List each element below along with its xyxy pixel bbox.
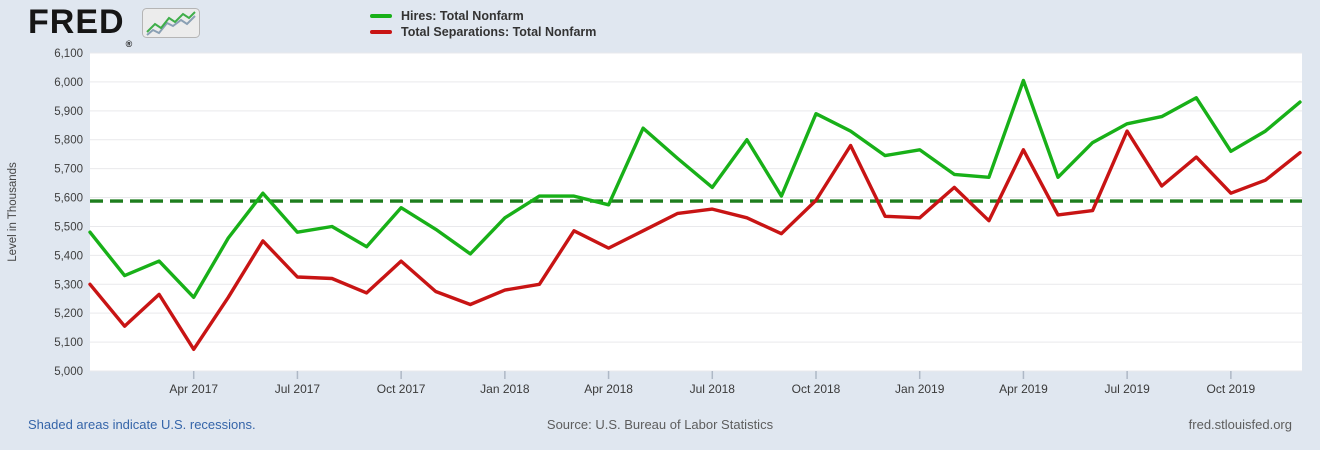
fred-site-link[interactable]: fred.stlouisfed.org — [1188, 417, 1292, 432]
hires-line — [88, 78, 1302, 299]
separations-line-swatch — [370, 30, 392, 34]
x-tick-label: Jul 2018 — [690, 382, 736, 396]
y-tick-label: 5,500 — [54, 221, 83, 233]
x-tick-label: Jul 2019 — [1104, 382, 1150, 396]
x-tick-label: Jul 2017 — [275, 382, 321, 396]
separations-line — [88, 129, 1302, 351]
y-axis-title: Level in Thousands — [7, 162, 19, 262]
y-tick-label: 5,400 — [54, 250, 83, 262]
fred-logo-text: FRED® — [28, 3, 134, 49]
legend-item-hires: Hires: Total Nonfarm — [370, 8, 596, 24]
y-tick-label: 5,000 — [54, 366, 83, 378]
y-tick-label: 6,000 — [54, 77, 83, 89]
y-tick-label: 5,700 — [54, 164, 83, 176]
x-tick-label: Apr 2017 — [169, 382, 218, 396]
x-tick-label: Jan 2018 — [480, 382, 530, 396]
fred-logo[interactable]: FRED® — [28, 3, 201, 49]
x-tick-label: Oct 2018 — [792, 382, 841, 396]
y-tick-label: 5,800 — [54, 135, 83, 147]
source-text: Source: U.S. Bureau of Labor Statistics — [546, 417, 774, 432]
x-tick-label: Apr 2018 — [584, 382, 633, 396]
x-tick-label: Jan 2019 — [895, 382, 945, 396]
y-tick-label: 5,200 — [54, 308, 83, 320]
registered-mark: ® — [125, 39, 134, 49]
y-tick-label: 5,300 — [54, 279, 83, 291]
y-tick-label: 5,900 — [54, 106, 83, 118]
hires-line-swatch — [370, 14, 392, 18]
legend-label-hires: Hires: Total Nonfarm — [401, 9, 524, 23]
x-tick-label: Apr 2019 — [999, 382, 1048, 396]
recessions-note-link[interactable]: Shaded areas indicate U.S. recessions. — [28, 417, 256, 432]
legend-label-separations: Total Separations: Total Nonfarm — [401, 25, 597, 39]
y-tick-label: 5,100 — [54, 337, 83, 349]
y-tick-label: 6,100 — [54, 48, 83, 60]
y-tick-label: 5,600 — [54, 193, 83, 205]
legend-item-separations: Total Separations: Total Nonfarm — [370, 24, 596, 40]
legend: Hires: Total Nonfarm Total Separations: … — [370, 8, 596, 40]
x-tick-label: Oct 2017 — [377, 382, 426, 396]
fred-logo-chart-icon — [142, 8, 201, 38]
x-tick-label: Oct 2019 — [1207, 382, 1256, 396]
